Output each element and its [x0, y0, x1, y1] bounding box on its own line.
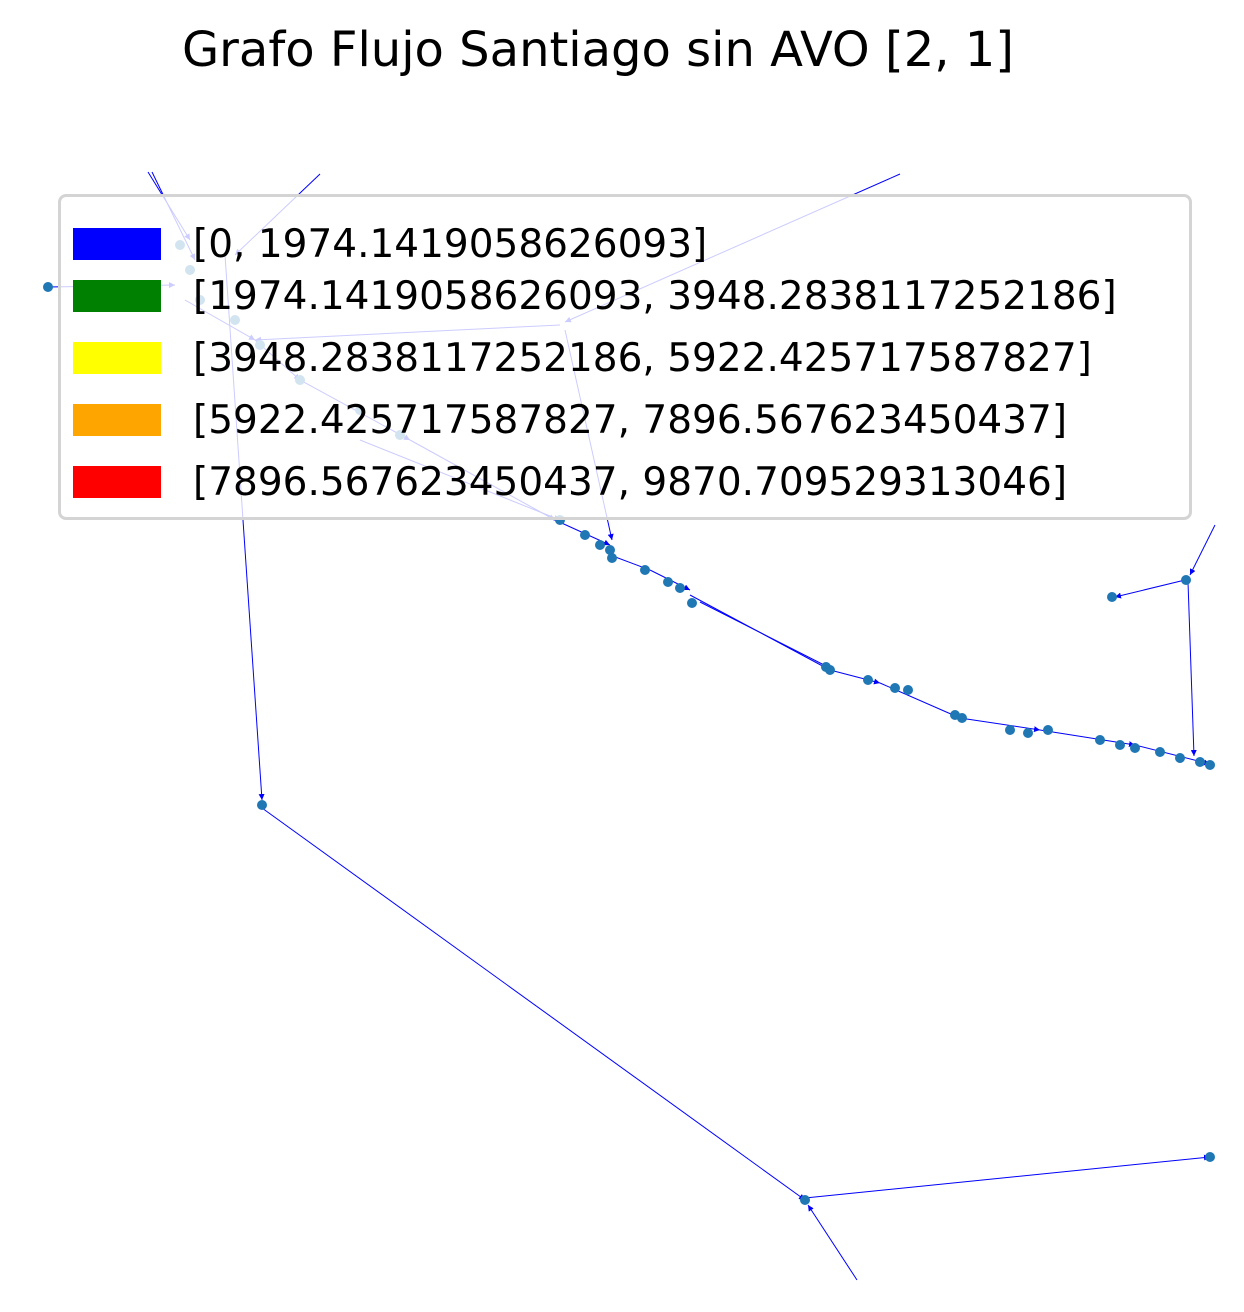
legend: [0, 1974.1419058626093] [1974.1419058626… — [58, 194, 1192, 520]
legend-swatch — [73, 466, 161, 498]
graph-node — [957, 713, 967, 723]
chart-title: Grafo Flujo Santiago sin AVO [2, 1] — [181, 22, 1015, 78]
graph-node — [863, 675, 873, 685]
graph-edge — [699, 601, 831, 669]
graph-node — [825, 665, 835, 675]
graph-node — [890, 683, 900, 693]
graph-edge — [1114, 579, 1186, 599]
legend-label: [3948.2838117252186, 5922.425717587827] — [193, 335, 1092, 381]
legend-swatch — [73, 228, 161, 260]
legend-swatch — [73, 342, 161, 374]
graph-node — [1195, 757, 1205, 767]
graph-node — [1107, 592, 1117, 602]
legend-label: [1974.1419058626093, 3948.2838117252186] — [193, 273, 1117, 319]
graph-node — [800, 1195, 810, 1205]
legend-entry: [3948.2838117252186, 5922.425717587827] — [73, 335, 1092, 381]
legend-swatch — [73, 280, 161, 312]
graph-node — [1095, 735, 1105, 745]
graph-edge — [1189, 524, 1216, 576]
graph-node — [903, 685, 913, 695]
graph-edge — [1187, 581, 1197, 757]
graph-node — [1181, 575, 1191, 585]
graph-node — [663, 577, 673, 587]
graph-node — [675, 583, 685, 593]
graph-node — [595, 540, 605, 550]
graph-node — [1115, 740, 1125, 750]
legend-entry: [7896.567623450437, 9870.709529313046] — [73, 459, 1068, 505]
graph-edge — [261, 807, 806, 1201]
graph-node — [607, 553, 617, 563]
graph-edge — [807, 1204, 858, 1281]
graph-node — [1130, 743, 1140, 753]
legend-entry: [5922.425717587827, 7896.567623450437] — [73, 397, 1068, 443]
legend-entry: [1974.1419058626093, 3948.2838117252186] — [73, 273, 1117, 319]
legend-label: [5922.425717587827, 7896.567623450437] — [193, 397, 1068, 443]
graph-node — [605, 545, 615, 555]
graph-node — [580, 530, 590, 540]
graph-edge — [959, 717, 1041, 733]
graph-node — [1175, 753, 1185, 763]
graph-node — [640, 565, 650, 575]
legend-swatch — [73, 404, 161, 436]
graph-node — [687, 598, 697, 608]
graph-node — [1023, 728, 1033, 738]
graph-edge — [804, 1154, 1211, 1199]
graph-node — [43, 282, 53, 292]
legend-label: [0, 1974.1419058626093] — [193, 221, 708, 267]
graph-node — [257, 800, 267, 810]
graph-node — [1155, 747, 1165, 757]
graph-node — [1043, 725, 1053, 735]
legend-entry: [0, 1974.1419058626093] — [73, 221, 708, 267]
legend-label: [7896.567623450437, 9870.709529313046] — [193, 459, 1068, 505]
graph-node — [1205, 760, 1215, 770]
graph-node — [1205, 1152, 1215, 1162]
graph-node — [1005, 725, 1015, 735]
